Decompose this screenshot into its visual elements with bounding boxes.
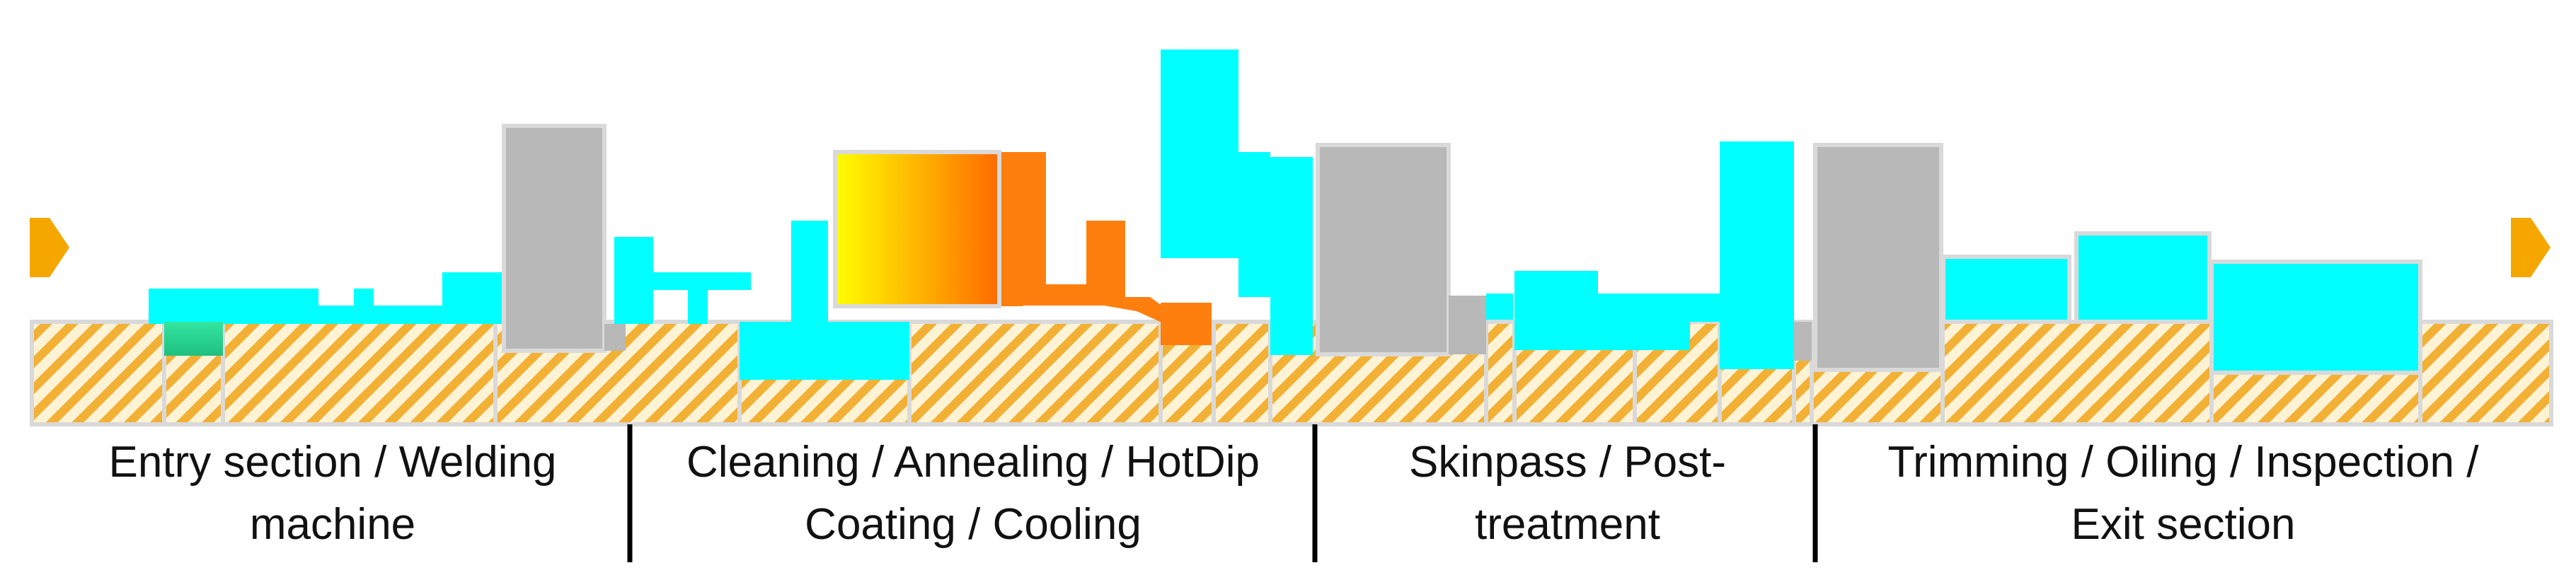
arrow-icon-inlet xyxy=(30,218,69,277)
section-label-skinpass: Skinpass / Post- treatment xyxy=(1327,431,1808,556)
section-label-entry-line2: machine xyxy=(249,500,416,549)
entry-section-equipment xyxy=(149,124,751,356)
section-label-exit-line2: Exit section xyxy=(2071,500,2296,549)
section-label-cleaning: Cleaning / Annealing / HotDip Coating / … xyxy=(640,431,1306,556)
section-label-entry: Entry section / Welding machine xyxy=(50,431,616,556)
section-label-skinpass-line2: treatment xyxy=(1475,500,1660,549)
section-label-cleaning-line1: Cleaning / Annealing / HotDip xyxy=(686,438,1260,487)
skinpass-equipment xyxy=(1316,141,1812,369)
hotdip-snout xyxy=(1023,152,1175,345)
section-label-cleaning-line2: Coating / Cooling xyxy=(805,500,1142,549)
cleaning-annealing-equipment xyxy=(740,50,1313,380)
section-label-entry-line1: Entry section / Welding xyxy=(108,438,557,487)
section-label-exit: Trimming / Oiling / Inspection / Exit se… xyxy=(1829,431,2537,556)
exit-section-equipment xyxy=(1813,143,2422,375)
section-label-skinpass-line1: Skinpass / Post- xyxy=(1409,438,1726,487)
section-label-exit-line1: Trimming / Oiling / Inspection / xyxy=(1887,438,2479,487)
arrow-icon-outlet xyxy=(2511,218,2551,277)
